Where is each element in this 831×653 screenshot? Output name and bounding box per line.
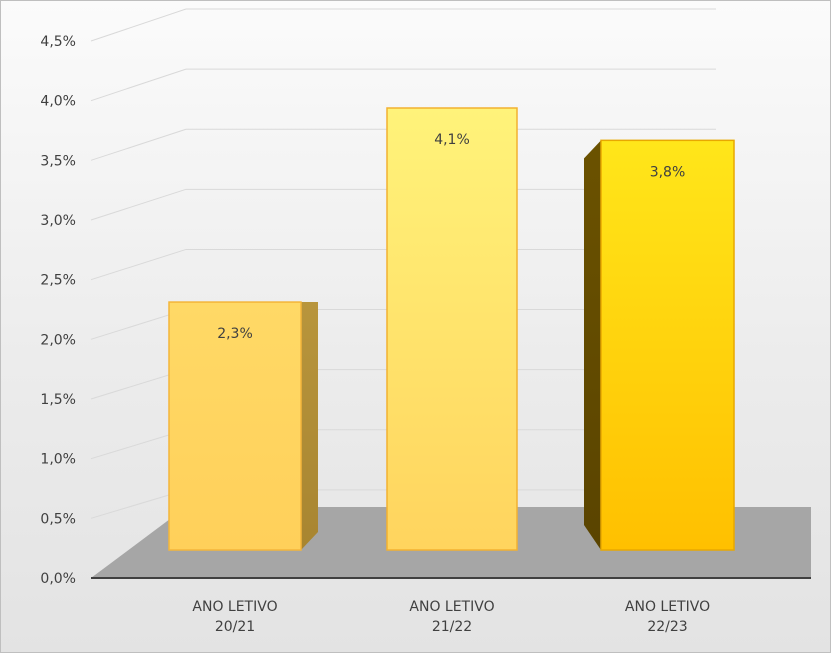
bar-side — [584, 140, 601, 550]
category-label: ANO LETIVO — [625, 599, 710, 615]
y-tick-label: 0,5% — [40, 511, 76, 527]
y-tick-label: 2,0% — [40, 332, 76, 348]
data-label: 2,3% — [217, 326, 253, 342]
gridline — [90, 8, 187, 42]
y-tick-label: 4,5% — [40, 34, 76, 50]
y-tick-label: 1,0% — [40, 452, 76, 468]
gridline — [90, 68, 187, 102]
bar-side — [301, 302, 318, 550]
gridline — [90, 128, 187, 161]
category-label: 22/23 — [647, 619, 687, 635]
bar — [168, 301, 302, 551]
y-tick-label: 0,0% — [40, 571, 76, 587]
bar — [600, 139, 735, 551]
category-label: ANO LETIVO — [192, 599, 277, 615]
category-label: 20/21 — [215, 619, 255, 635]
category-label: ANO LETIVO — [409, 599, 494, 615]
category-label: 21/22 — [432, 619, 472, 635]
gridline — [90, 188, 187, 221]
y-tick-label: 3,5% — [40, 153, 76, 169]
y-tick-label: 4,0% — [40, 94, 76, 110]
data-label: 4,1% — [434, 132, 470, 148]
y-tick-label: 2,5% — [40, 273, 76, 289]
data-label: 3,8% — [650, 164, 686, 180]
y-tick-label: 1,5% — [40, 392, 76, 408]
gridline — [90, 248, 187, 281]
y-tick-label: 3,0% — [40, 213, 76, 229]
bar — [386, 107, 518, 551]
